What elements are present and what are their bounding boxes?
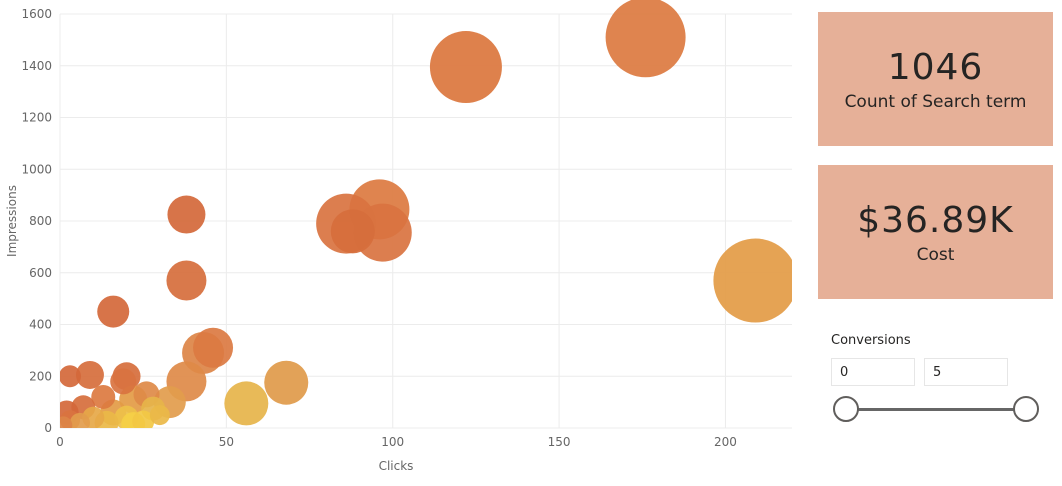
plot-area — [54, 0, 797, 434]
cost-card[interactable]: $36.89K Cost — [818, 165, 1053, 299]
conversions-min-input[interactable] — [831, 358, 915, 386]
bubble-point[interactable] — [132, 410, 155, 433]
x-tick-label: 150 — [548, 435, 571, 449]
bubble-point[interactable] — [59, 365, 81, 388]
y-tick-label: 600 — [29, 266, 52, 280]
conversions-slider-track[interactable] — [846, 408, 1026, 411]
bubble-point[interactable] — [193, 327, 234, 368]
bubble-point[interactable] — [264, 360, 309, 405]
y-tick-label: 400 — [29, 318, 52, 332]
y-tick-label: 0 — [44, 421, 52, 435]
y-axis-title: Impressions — [5, 185, 19, 257]
count-search-term-card[interactable]: 1046 Count of Search term — [818, 12, 1053, 146]
card-value: $36.89K — [857, 200, 1014, 241]
bubble-point[interactable] — [167, 195, 206, 234]
bubble-point[interactable] — [110, 368, 137, 395]
bubble-point[interactable] — [429, 31, 502, 104]
y-tick-label: 1000 — [21, 162, 52, 176]
bubble-point[interactable] — [149, 405, 170, 426]
conversions-slicer-title: Conversions — [831, 333, 911, 348]
y-tick-label: 800 — [29, 214, 52, 228]
y-tick-label: 1600 — [21, 7, 52, 21]
bubble-point[interactable] — [69, 412, 90, 433]
x-tick-label: 0 — [56, 435, 64, 449]
bubble-point[interactable] — [166, 260, 207, 301]
bubble-point[interactable] — [713, 238, 797, 323]
bubble-point[interactable] — [605, 0, 686, 78]
y-tick-label: 1400 — [21, 59, 52, 73]
bubble-point[interactable] — [54, 416, 73, 434]
bubble-point[interactable] — [330, 209, 375, 254]
x-tick-label: 100 — [381, 435, 404, 449]
x-tick-label: 50 — [219, 435, 234, 449]
bubble-point[interactable] — [97, 295, 130, 328]
x-axis-title: Clicks — [379, 459, 414, 473]
conversions-min-handle[interactable] — [833, 396, 859, 422]
bubble-point[interactable] — [91, 384, 116, 409]
card-label: Count of Search term — [844, 92, 1027, 112]
conversions-max-input[interactable] — [924, 358, 1008, 386]
bubble-point[interactable] — [75, 360, 104, 389]
conversions-max-handle[interactable] — [1013, 396, 1039, 422]
y-tick-label: 200 — [29, 369, 52, 383]
card-value: 1046 — [887, 47, 984, 88]
scatter-chart: 0 200 400 600 800 1000 1200 1400 1600 0 50 100 150 20… — [5, 0, 797, 473]
card-label: Cost — [916, 245, 955, 265]
x-tick-label: 200 — [714, 435, 737, 449]
bubble-point[interactable] — [224, 381, 269, 426]
y-tick-label: 1200 — [21, 111, 52, 125]
